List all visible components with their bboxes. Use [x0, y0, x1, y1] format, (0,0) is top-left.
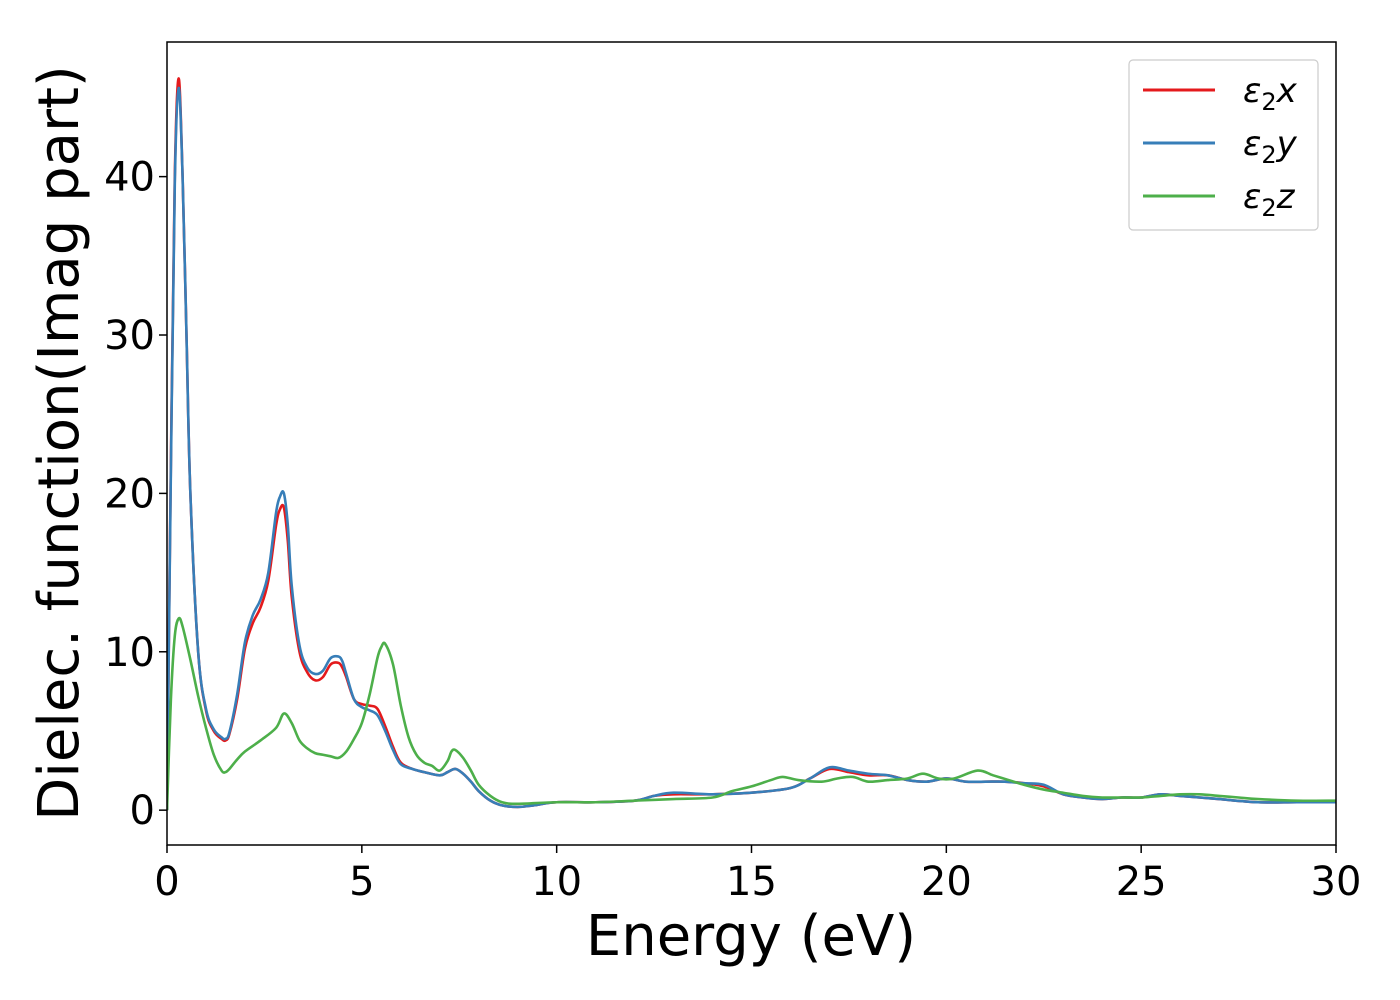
y-axis-title: Dielec. function(Imag part) [27, 65, 92, 821]
series-line-y [167, 86, 1336, 811]
legend-label-z: ε2z [1243, 177, 1296, 222]
series-group [167, 77, 1336, 811]
series-line-z [167, 616, 1336, 811]
legend-label-y: ε2y [1243, 124, 1298, 169]
y-axis: 0 10 20 30 40 [104, 155, 167, 834]
y-tick-label: 40 [104, 155, 155, 201]
x-tick-label: 10 [531, 859, 582, 905]
y-tick-label: 30 [104, 313, 155, 359]
legend-box [1128, 59, 1319, 231]
y-tick-label: 20 [104, 471, 155, 517]
x-tick-label: 30 [1311, 859, 1362, 905]
x-axis: 0 5 10 15 20 25 30 [154, 845, 1361, 905]
x-axis-title: Energy (eV) [586, 904, 916, 969]
x-tick-label: 0 [154, 859, 179, 905]
x-tick-label: 25 [1116, 859, 1167, 905]
legend-label-x: ε2x [1243, 71, 1298, 116]
legend: ε2x ε2y ε2z [1128, 59, 1319, 231]
y-tick-label: 10 [104, 630, 155, 676]
x-tick-label: 15 [726, 859, 777, 905]
y-tick-label: 0 [130, 788, 155, 834]
x-tick-label: 20 [921, 859, 972, 905]
x-tick-label: 5 [349, 859, 374, 905]
